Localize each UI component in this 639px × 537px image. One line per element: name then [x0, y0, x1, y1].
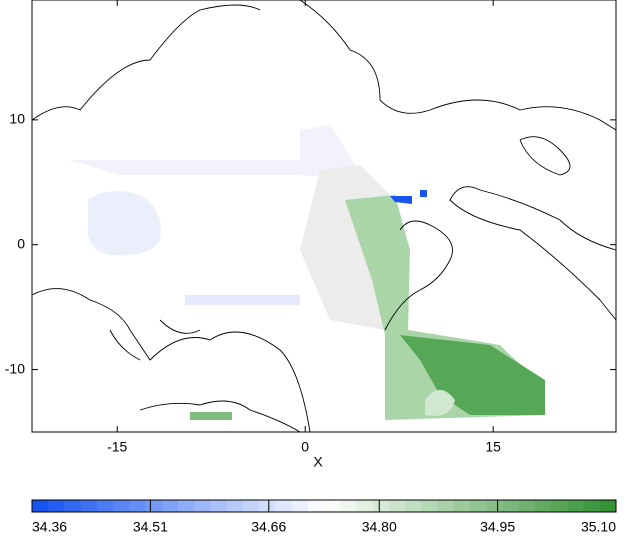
- colorbar-swatch: [80, 500, 98, 512]
- colorbar-swatch: [534, 500, 552, 512]
- colorbar-swatch: [551, 500, 568, 512]
- colorbar-swatch: [64, 500, 82, 512]
- colorbar-swatch: [502, 500, 520, 512]
- colorbar-swatch: [32, 500, 49, 512]
- colorbar-swatch: [356, 500, 374, 512]
- colorbar-tick-label: 34.36: [32, 519, 67, 535]
- colorbar-swatch: [194, 500, 211, 512]
- y-tick-label: 10: [9, 111, 25, 127]
- colorbar-swatch: [48, 500, 65, 512]
- high-salinity-patch: [425, 390, 455, 416]
- colorbar-swatch: [340, 500, 357, 512]
- x-axis-label: X: [313, 454, 323, 470]
- colorbar-swatch: [437, 500, 455, 512]
- high-salinity-patch: [190, 412, 232, 420]
- low-salinity-patch: [70, 125, 365, 180]
- coastline: [449, 186, 617, 321]
- colorbar-swatch: [307, 500, 325, 512]
- colorbar-swatch: [567, 500, 585, 512]
- low-salinity-patch: [420, 190, 427, 197]
- colorbar-swatch: [259, 500, 276, 512]
- colorbar-tick-label: 34.66: [251, 519, 286, 535]
- colorbar-tick-label: 34.95: [480, 519, 515, 535]
- colorbar-swatch: [161, 500, 179, 512]
- colorbar-swatch: [421, 500, 439, 512]
- colorbar-swatch: [599, 500, 617, 512]
- y-tick-label: -10: [5, 360, 25, 376]
- colorbar-swatch: [388, 500, 406, 512]
- colorbar-swatch: [583, 500, 601, 512]
- colorbar-swatch: [453, 500, 471, 512]
- coastline: [31, 0, 617, 131]
- plot-frame: [31, 0, 617, 433]
- colorbar-swatch: [178, 500, 195, 512]
- colorbar-swatch: [470, 500, 487, 512]
- low-salinity-patch: [390, 196, 412, 204]
- x-tick-label: -15: [107, 439, 127, 455]
- colorbar-swatch: [405, 500, 422, 512]
- colorbar-swatch: [145, 500, 163, 512]
- colorbar-tick-label: 34.51: [133, 519, 168, 535]
- colorbar-swatch: [96, 500, 114, 512]
- coastline: [109, 319, 301, 433]
- colorbar-swatch: [324, 500, 341, 512]
- y-tick-label: 0: [17, 235, 25, 251]
- coastline: [31, 288, 311, 433]
- colorbar-swatch: [242, 500, 260, 512]
- colorbar-swatch: [291, 500, 309, 512]
- coastlines: [31, 0, 617, 433]
- low-salinity-patch: [87, 191, 161, 256]
- colorbar-swatch: [486, 500, 503, 512]
- colorbar-swatch: [129, 500, 147, 512]
- colorbar-swatch: [113, 500, 130, 512]
- colorbar-swatch: [518, 500, 536, 512]
- x-tick-label: 0: [301, 439, 309, 455]
- colorbar-tick-label: 34.80: [362, 519, 397, 535]
- colorbar-tick-label: 35.10: [581, 519, 616, 535]
- colorbar-swatch: [226, 500, 244, 512]
- colorbar-swatch: [275, 500, 293, 512]
- high-salinity-patch: [400, 335, 545, 415]
- colorbar-swatch: [372, 500, 390, 512]
- colorbar-swatch: [210, 500, 228, 512]
- x-tick-label: 15: [485, 439, 501, 455]
- data-field: [70, 125, 545, 420]
- coastline: [384, 136, 571, 331]
- low-salinity-patch: [185, 295, 300, 305]
